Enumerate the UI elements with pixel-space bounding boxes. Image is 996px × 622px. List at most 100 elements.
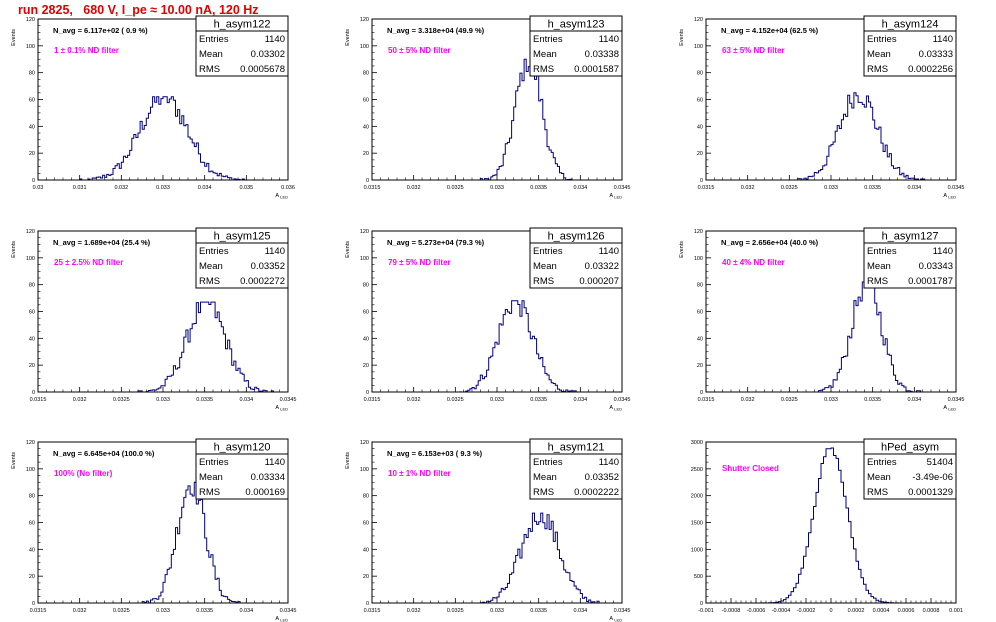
- x-tick-label: 0.032: [741, 185, 755, 191]
- y-axis-title: Events: [11, 452, 17, 469]
- x-tick-label: 0.034: [239, 608, 253, 614]
- x-axis-subscript: LED: [614, 407, 622, 412]
- y-tick-label: 20: [697, 363, 703, 369]
- x-tick-label: 0.0345: [614, 397, 631, 403]
- stats-title: h_asym122: [214, 19, 271, 31]
- stats-value-mean: 0.03302: [251, 49, 285, 60]
- stats-value-entries: 1140: [599, 34, 619, 45]
- x-tick-label: 0.033: [490, 397, 504, 403]
- y-axis-title: Events: [11, 29, 17, 46]
- x-axis-subscript: LED: [614, 195, 622, 200]
- histogram-panel-hPed_asym: -0.001 -0.0008 -0.0006 -0.0004 -0.0002 0 0.000…: [691, 438, 963, 614]
- y-tick-label: 100: [26, 467, 35, 473]
- y-tick-label: 80: [697, 283, 703, 289]
- x-axis-title: A LED: [275, 193, 288, 200]
- x-tick-label: 0.032: [407, 608, 421, 614]
- stats-value-entries: 1140: [599, 246, 619, 257]
- y-tick-label: 0: [32, 178, 35, 184]
- y-tick-label: 80: [29, 494, 35, 500]
- stats-title: h_asym123: [548, 19, 605, 31]
- stats-value-rms: 0.000169: [245, 487, 285, 498]
- filter-label: 63 ± 5% ND filter: [722, 46, 785, 55]
- x-tick-label: 0.0335: [530, 397, 547, 403]
- y-tick-label: 20: [29, 574, 35, 580]
- stats-label-mean: Mean: [867, 261, 891, 272]
- y-tick-label: 20: [697, 151, 703, 157]
- y-tick-label: 2000: [691, 494, 703, 500]
- x-tick-label: 0.0335: [864, 185, 881, 191]
- y-tick-label: 60: [29, 98, 35, 104]
- y-tick-label: 120: [694, 229, 703, 235]
- x-tick-label: 0.001: [949, 608, 963, 614]
- stats-value-rms: 0.0002272: [240, 276, 285, 287]
- x-tick-label: 0.0345: [948, 397, 965, 403]
- y-tick-label: 20: [29, 363, 35, 369]
- y-tick-label: 120: [360, 229, 369, 235]
- x-tick-label: 0.0345: [280, 397, 297, 403]
- stats-value-entries: 1140: [933, 246, 953, 257]
- x-tick-label: -0.0008: [722, 608, 741, 614]
- x-tick-label: 0.0325: [781, 185, 798, 191]
- y-tick-label: 20: [363, 151, 369, 157]
- y-tick-label: 40: [29, 336, 35, 342]
- y-axis-title: Events: [345, 29, 351, 46]
- y-tick-label: 0: [700, 390, 703, 396]
- y-axis-title: Events: [11, 241, 17, 258]
- x-tick-label: 0.032: [73, 397, 87, 403]
- x-tick-label: 0.034: [573, 608, 587, 614]
- stats-title: h_asym127: [882, 231, 939, 243]
- stats-label-entries: Entries: [533, 34, 563, 45]
- x-tick-label: 0.0345: [280, 608, 297, 614]
- x-tick-label: 0.0325: [113, 608, 130, 614]
- x-tick-label: 0.033: [156, 608, 170, 614]
- x-tick-label: 0.0325: [447, 397, 464, 403]
- filter-label: 1 ± 0.1% ND filter: [54, 46, 119, 55]
- page-title: run 2825, 680 V, I_pe ≈ 10.00 nA, 120 Hz: [18, 3, 259, 17]
- y-tick-label: 80: [363, 283, 369, 289]
- x-tick-label: 0.0315: [364, 397, 381, 403]
- y-tick-label: 60: [363, 98, 369, 104]
- stats-label-rms: RMS: [867, 276, 888, 287]
- y-tick-label: 60: [697, 310, 703, 316]
- x-tick-label: 0.033: [824, 397, 838, 403]
- x-tick-label: 0.0002: [848, 608, 865, 614]
- histogram-panel-h_asym123: 0.0315 0.032 0.0325 0.033 0.0335 0.034 0.0345 0…: [345, 15, 630, 200]
- stats-label-entries: Entries: [199, 246, 229, 257]
- stats-label-mean: Mean: [533, 472, 557, 483]
- histogram-line: [38, 301, 288, 393]
- x-tick-label: 0.0315: [30, 397, 47, 403]
- histogram-line: [706, 281, 956, 393]
- y-tick-label: 0: [366, 601, 369, 607]
- y-tick-label: 60: [363, 310, 369, 316]
- y-tick-label: 20: [363, 574, 369, 580]
- histogram-panel-h_asym127: 0.0315 0.032 0.0325 0.033 0.0335 0.034 0.0345 0…: [679, 227, 965, 412]
- histogram-line: [38, 481, 288, 604]
- x-tick-label: 0.035: [239, 185, 253, 191]
- stats-value-rms: 0.0001587: [574, 64, 619, 75]
- y-tick-label: 60: [697, 98, 703, 104]
- stats-label-mean: Mean: [533, 49, 557, 60]
- stats-label-mean: Mean: [867, 49, 891, 60]
- x-tick-label: 0.0004: [873, 608, 890, 614]
- x-axis-subscript: LED: [948, 407, 956, 412]
- stats-title: h_asym125: [214, 231, 271, 243]
- x-axis-subscript: LED: [280, 195, 288, 200]
- filter-label: 50 ± 5% ND filter: [388, 46, 451, 55]
- x-axis-title: A LED: [275, 616, 288, 622]
- y-tick-label: 100: [360, 256, 369, 262]
- stats-value-entries: 1140: [599, 457, 619, 468]
- x-tick-label: 0.033: [490, 608, 504, 614]
- x-axis-title: A LED: [609, 193, 622, 200]
- stats-box: [529, 15, 623, 77]
- x-tick-label: 0.0315: [364, 185, 381, 191]
- x-tick-label: 0.032: [407, 397, 421, 403]
- x-tick-label: 0: [829, 608, 832, 614]
- y-tick-label: 40: [29, 547, 35, 553]
- stats-value-mean: 0.03352: [251, 261, 285, 272]
- y-tick-label: 0: [700, 178, 703, 184]
- histogram-panel-h_asym120: 0.0315 0.032 0.0325 0.033 0.0335 0.034 0.0345 0…: [11, 438, 297, 622]
- y-tick-label: 40: [29, 124, 35, 130]
- y-axis-title: Events: [345, 452, 351, 469]
- x-tick-label: 0.033: [156, 397, 170, 403]
- x-tick-label: 0.033: [824, 185, 838, 191]
